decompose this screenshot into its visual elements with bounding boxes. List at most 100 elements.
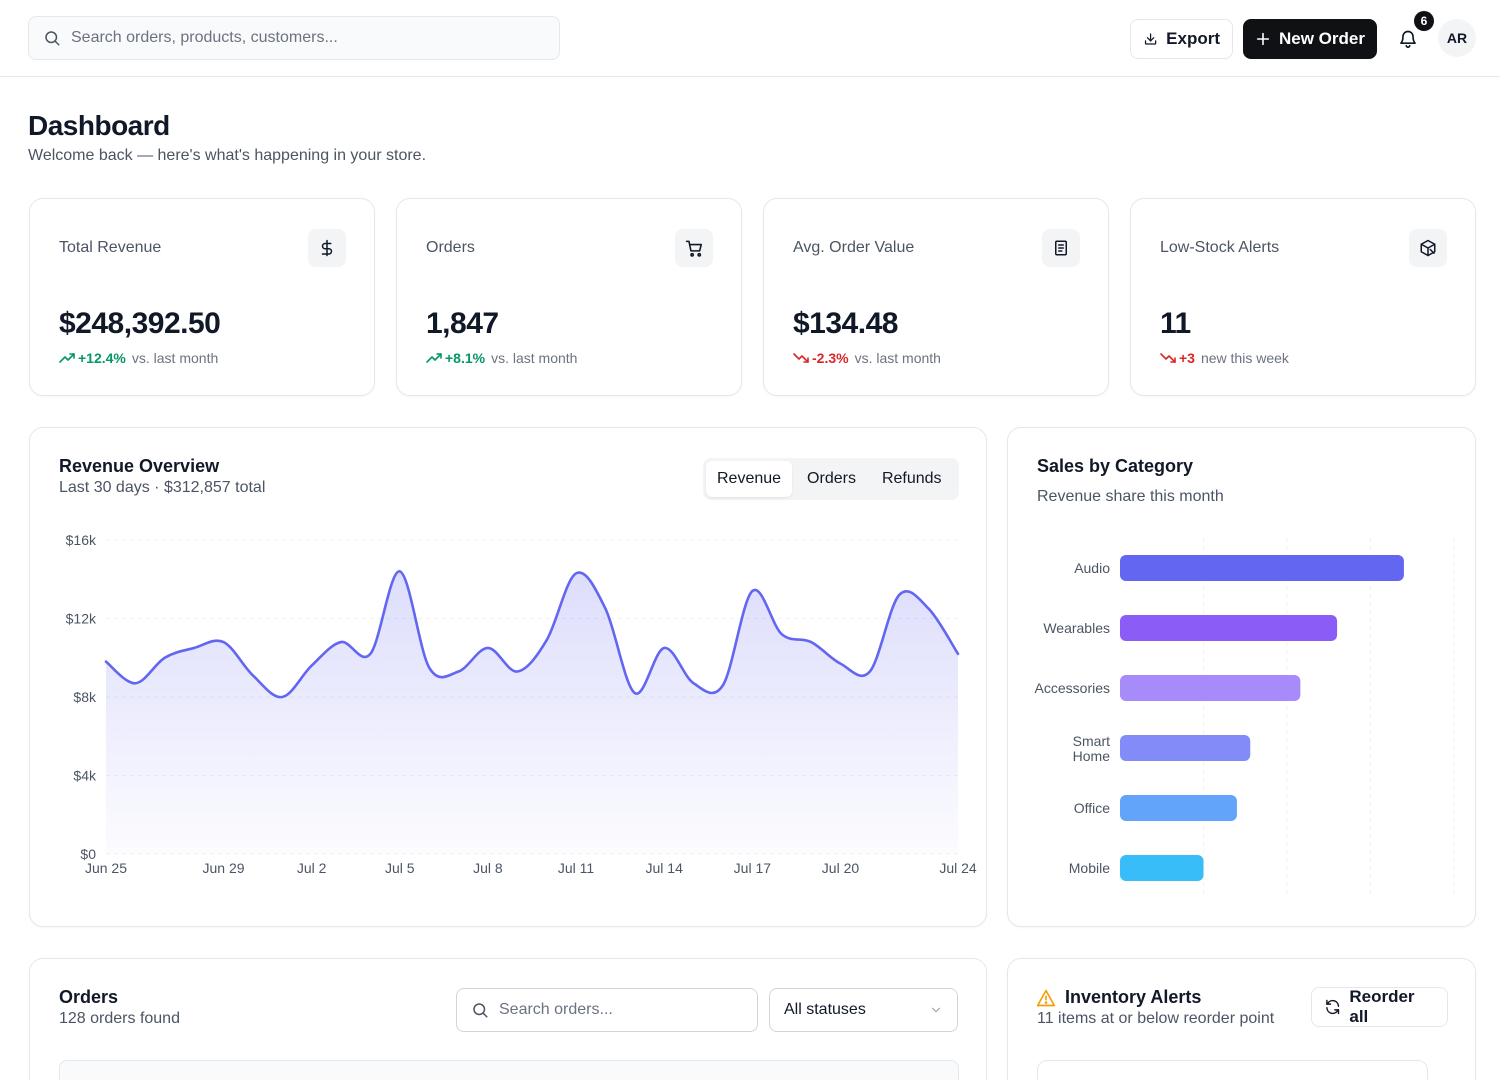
- panel-subtitle: 11 items at or below reorder point: [1037, 1010, 1275, 1027]
- search-icon: [473, 1003, 488, 1018]
- kpi-delta: +12.4% vs. last month: [59, 350, 218, 366]
- revenue-line: [104, 570, 960, 699]
- y-tick-label: $8k: [73, 689, 97, 705]
- x-tick-label: Jun 29: [202, 860, 244, 876]
- category-label: Home: [1073, 748, 1111, 764]
- x-tick-label: Jul 24: [939, 860, 977, 876]
- revenue-data-point[interactable]: [660, 644, 668, 652]
- trend-up-icon: [426, 353, 442, 363]
- revenue-data-point[interactable]: [484, 644, 492, 652]
- chevron-down-icon: [931, 1007, 941, 1013]
- kpi-value: 1,847: [426, 307, 499, 340]
- revenue-data-point[interactable]: [308, 662, 316, 670]
- tab-revenue[interactable]: Revenue: [706, 461, 793, 497]
- tab-refunds[interactable]: Refunds: [881, 470, 942, 487]
- metric-tabs: Revenue Orders Refunds: [703, 458, 959, 500]
- kpi-card-avg-order-value: Avg. Order Value $134.48 -2.3% vs. last …: [763, 198, 1109, 396]
- revenue-data-point[interactable]: [131, 679, 139, 687]
- revenue-data-point[interactable]: [631, 689, 639, 697]
- revenue-data-point[interactable]: [543, 636, 551, 644]
- revenue-data-point[interactable]: [572, 569, 580, 577]
- inventory-alert-item: [1037, 1060, 1428, 1080]
- revenue-data-point[interactable]: [220, 638, 228, 646]
- export-button[interactable]: Export: [1130, 19, 1233, 59]
- revenue-data-point[interactable]: [249, 671, 257, 679]
- revenue-data-point[interactable]: [836, 660, 844, 668]
- y-tick-label: $0: [80, 846, 96, 862]
- status-filter-select[interactable]: All statuses: [769, 988, 958, 1032]
- revenue-data-point[interactable]: [807, 638, 815, 646]
- notifications-button[interactable]: [1394, 25, 1422, 53]
- top-bar: Search orders, products, customers... Ex…: [0, 0, 1500, 77]
- kpi-delta-value: +8.1%: [445, 350, 486, 366]
- x-tick-label: Jul 17: [734, 860, 772, 876]
- category-bar[interactable]: [1120, 855, 1204, 881]
- revenue-data-point[interactable]: [748, 587, 756, 595]
- orders-search-input[interactable]: Search orders...: [456, 988, 758, 1032]
- revenue-data-point[interactable]: [337, 638, 345, 646]
- category-bar[interactable]: [1120, 675, 1301, 701]
- revenue-data-point[interactable]: [895, 591, 903, 599]
- category-label: Office: [1074, 800, 1111, 816]
- kpi-label: Orders: [426, 239, 475, 256]
- page-subtitle: Welcome back — here's what's happening i…: [28, 147, 427, 164]
- new-order-button[interactable]: New Order: [1243, 19, 1377, 59]
- category-bar[interactable]: [1120, 555, 1404, 581]
- x-tick-label: Jul 2: [297, 860, 327, 876]
- kpi-card-total-revenue: Total Revenue $248,392.50 +12.4% vs. las…: [29, 198, 375, 396]
- global-search-input[interactable]: Search orders, products, customers...: [28, 16, 560, 60]
- revenue-data-point[interactable]: [601, 605, 609, 613]
- kpi-delta-value: +3: [1179, 350, 1195, 366]
- x-tick-label: Jul 20: [822, 860, 860, 876]
- category-bar[interactable]: [1120, 795, 1237, 821]
- revenue-data-point[interactable]: [778, 630, 786, 638]
- orders-panel: Orders 128 orders found Search orders...…: [29, 958, 987, 1080]
- trend-up-icon: [59, 353, 75, 363]
- panel-title: Inventory Alerts: [1065, 987, 1202, 1007]
- revenue-data-point[interactable]: [690, 679, 698, 687]
- revenue-data-point[interactable]: [102, 658, 110, 666]
- orders-search-placeholder: Search orders...: [499, 1001, 613, 1018]
- kpi-delta: +8.1% vs. last month: [426, 350, 577, 366]
- y-tick-label: $4k: [73, 768, 97, 784]
- page-title: Dashboard: [28, 110, 170, 141]
- status-filter-value: All statuses: [784, 1001, 866, 1018]
- revenue-data-point[interactable]: [719, 681, 727, 689]
- reorder-all-button[interactable]: Reorder all: [1311, 987, 1448, 1027]
- plus-icon: [1256, 32, 1270, 46]
- revenue-data-point[interactable]: [866, 667, 874, 675]
- kpi-card-low-stock-alerts: Low-Stock Alerts 11 +3 new this week: [1130, 198, 1476, 396]
- category-bar[interactable]: [1120, 735, 1251, 761]
- tab-orders[interactable]: Orders: [807, 470, 856, 487]
- package-alert-icon: [1409, 229, 1447, 267]
- kpi-delta-text: new this week: [1200, 350, 1289, 366]
- user-avatar[interactable]: AR: [1438, 19, 1476, 57]
- revenue-data-point[interactable]: [954, 650, 962, 658]
- search-placeholder: Search orders, products, customers...: [71, 29, 338, 46]
- trend-down-icon: [1160, 353, 1176, 363]
- kpi-label: Total Revenue: [59, 239, 162, 256]
- revenue-area-chart: $0 $4k $8k $12k $16k Jun 25 Jun 29 Jul 2 Jul 5 J…: [66, 532, 977, 876]
- panel-subtitle: Last 30 days · $312,857 total: [59, 479, 266, 496]
- revenue-data-point[interactable]: [278, 693, 286, 701]
- revenue-data-point[interactable]: [513, 667, 521, 675]
- revenue-data-point[interactable]: [190, 644, 198, 652]
- category-bar[interactable]: [1120, 615, 1338, 641]
- panel-subtitle: Revenue share this month: [1037, 488, 1224, 505]
- trend-down-icon: [793, 353, 809, 363]
- revenue-data-point[interactable]: [425, 664, 433, 672]
- revenue-data-point[interactable]: [161, 654, 169, 662]
- x-tick-label: Jul 14: [646, 860, 684, 876]
- export-label: Export: [1166, 29, 1220, 48]
- x-tick-label: Jun 25: [85, 860, 127, 876]
- inventory-alerts-panel: Inventory Alerts 11 items at or below re…: [1007, 958, 1476, 1080]
- revenue-data-point[interactable]: [455, 667, 463, 675]
- kpi-delta-text: vs. last month: [491, 350, 578, 366]
- revenue-data-point[interactable]: [925, 605, 933, 613]
- category-label: Accessories: [1035, 680, 1110, 696]
- kpi-delta-text: vs. last month: [854, 350, 941, 366]
- revenue-data-point[interactable]: [366, 650, 374, 658]
- revenue-data-point[interactable]: [396, 567, 404, 575]
- category-label: Audio: [1074, 560, 1110, 576]
- kpi-delta: +3 new this week: [1160, 350, 1289, 366]
